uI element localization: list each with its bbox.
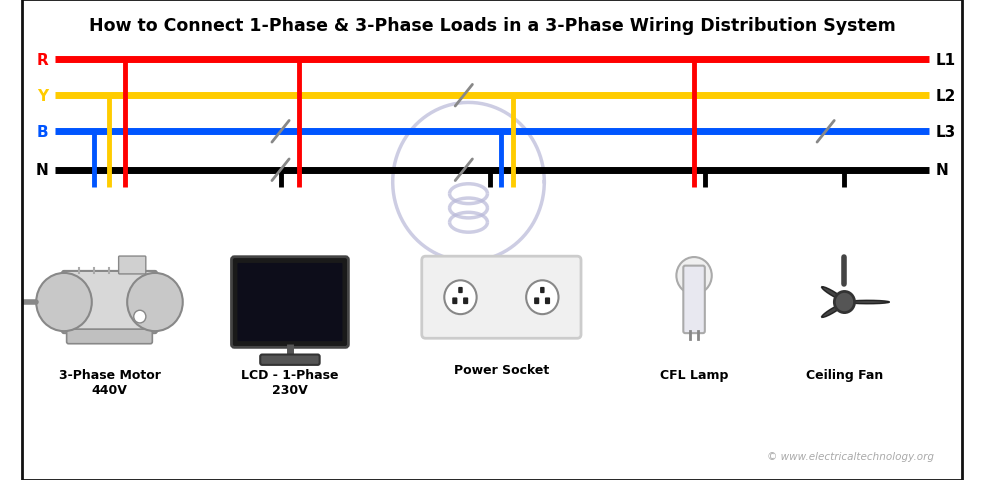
Text: L1: L1 [936, 52, 955, 68]
Circle shape [134, 311, 146, 323]
Polygon shape [822, 287, 843, 300]
Text: How to Connect 1-Phase & 3-Phase Loads in a 3-Phase Wiring Distribution System: How to Connect 1-Phase & 3-Phase Loads i… [89, 17, 895, 35]
Text: R: R [36, 52, 48, 68]
FancyBboxPatch shape [237, 264, 342, 341]
FancyBboxPatch shape [260, 355, 320, 365]
FancyBboxPatch shape [463, 298, 468, 304]
Circle shape [676, 257, 711, 294]
FancyBboxPatch shape [119, 256, 146, 275]
Text: N: N [35, 163, 48, 178]
FancyBboxPatch shape [67, 329, 153, 344]
Circle shape [127, 274, 183, 332]
Polygon shape [822, 304, 843, 318]
Text: L2: L2 [936, 88, 956, 104]
FancyBboxPatch shape [453, 298, 458, 304]
FancyBboxPatch shape [459, 288, 462, 294]
FancyBboxPatch shape [62, 271, 156, 334]
Circle shape [445, 281, 476, 314]
Circle shape [36, 274, 92, 332]
Text: 3-Phase Motor
440V: 3-Phase Motor 440V [58, 369, 160, 396]
Circle shape [526, 281, 559, 314]
Text: L3: L3 [936, 124, 955, 140]
Text: CFL Lamp: CFL Lamp [660, 369, 728, 382]
Circle shape [834, 292, 854, 313]
FancyBboxPatch shape [422, 257, 581, 338]
FancyBboxPatch shape [231, 257, 348, 348]
FancyBboxPatch shape [683, 266, 705, 334]
Text: Y: Y [37, 88, 48, 104]
FancyBboxPatch shape [540, 288, 544, 294]
Polygon shape [847, 300, 890, 304]
Text: N: N [936, 163, 949, 178]
Text: LCD - 1-Phase
230V: LCD - 1-Phase 230V [241, 369, 338, 396]
FancyBboxPatch shape [534, 298, 539, 304]
Text: © www.electricaltechnology.org: © www.electricaltechnology.org [767, 451, 934, 461]
Text: Power Socket: Power Socket [454, 364, 549, 377]
FancyBboxPatch shape [545, 298, 550, 304]
Text: Ceiling Fan: Ceiling Fan [806, 369, 883, 382]
Text: B: B [36, 124, 48, 140]
